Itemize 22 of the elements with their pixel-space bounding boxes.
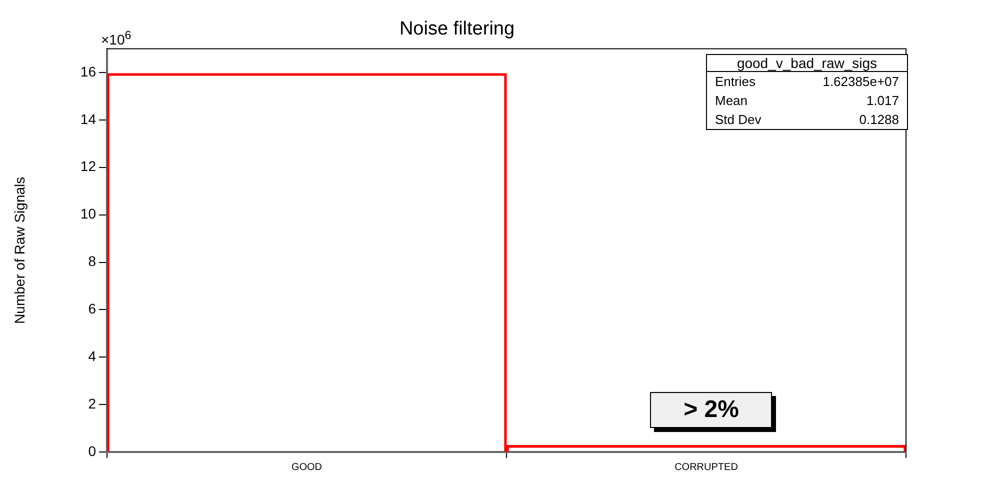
y-tick-label: 10 — [80, 206, 96, 222]
annotation: 1.62385e+07 — [822, 72, 899, 90]
y-axis-title: Number of Raw Signals — [11, 176, 28, 324]
annotation: 0.1288 — [859, 110, 899, 128]
annotation: > 2% — [650, 392, 772, 428]
x-tick-label: GOOD — [291, 462, 322, 473]
annotation: Std Dev — [715, 110, 762, 128]
x-tick-label: CORRUPTED — [674, 462, 738, 473]
annotation: Mean — [715, 92, 748, 109]
y-tick-label: 6 — [88, 300, 96, 317]
annotation: good_v_bad_raw_sigs — [707, 54, 907, 72]
y-tick-label: 14 — [80, 110, 96, 127]
annotation: 1.017 — [866, 92, 899, 109]
y-tick-label: 16 — [80, 63, 96, 80]
annotation: Entries — [715, 72, 756, 90]
y-tick-label: 8 — [88, 253, 96, 270]
chart-title: Noise filtering — [399, 18, 515, 40]
text: ×10$^{6}$ — [101, 28, 132, 48]
y-tick-label: 12 — [80, 158, 96, 174]
y-tick-label: 4 — [88, 348, 96, 364]
y-tick-label: 0 — [88, 442, 96, 459]
y-tick-label: 2 — [88, 395, 96, 412]
